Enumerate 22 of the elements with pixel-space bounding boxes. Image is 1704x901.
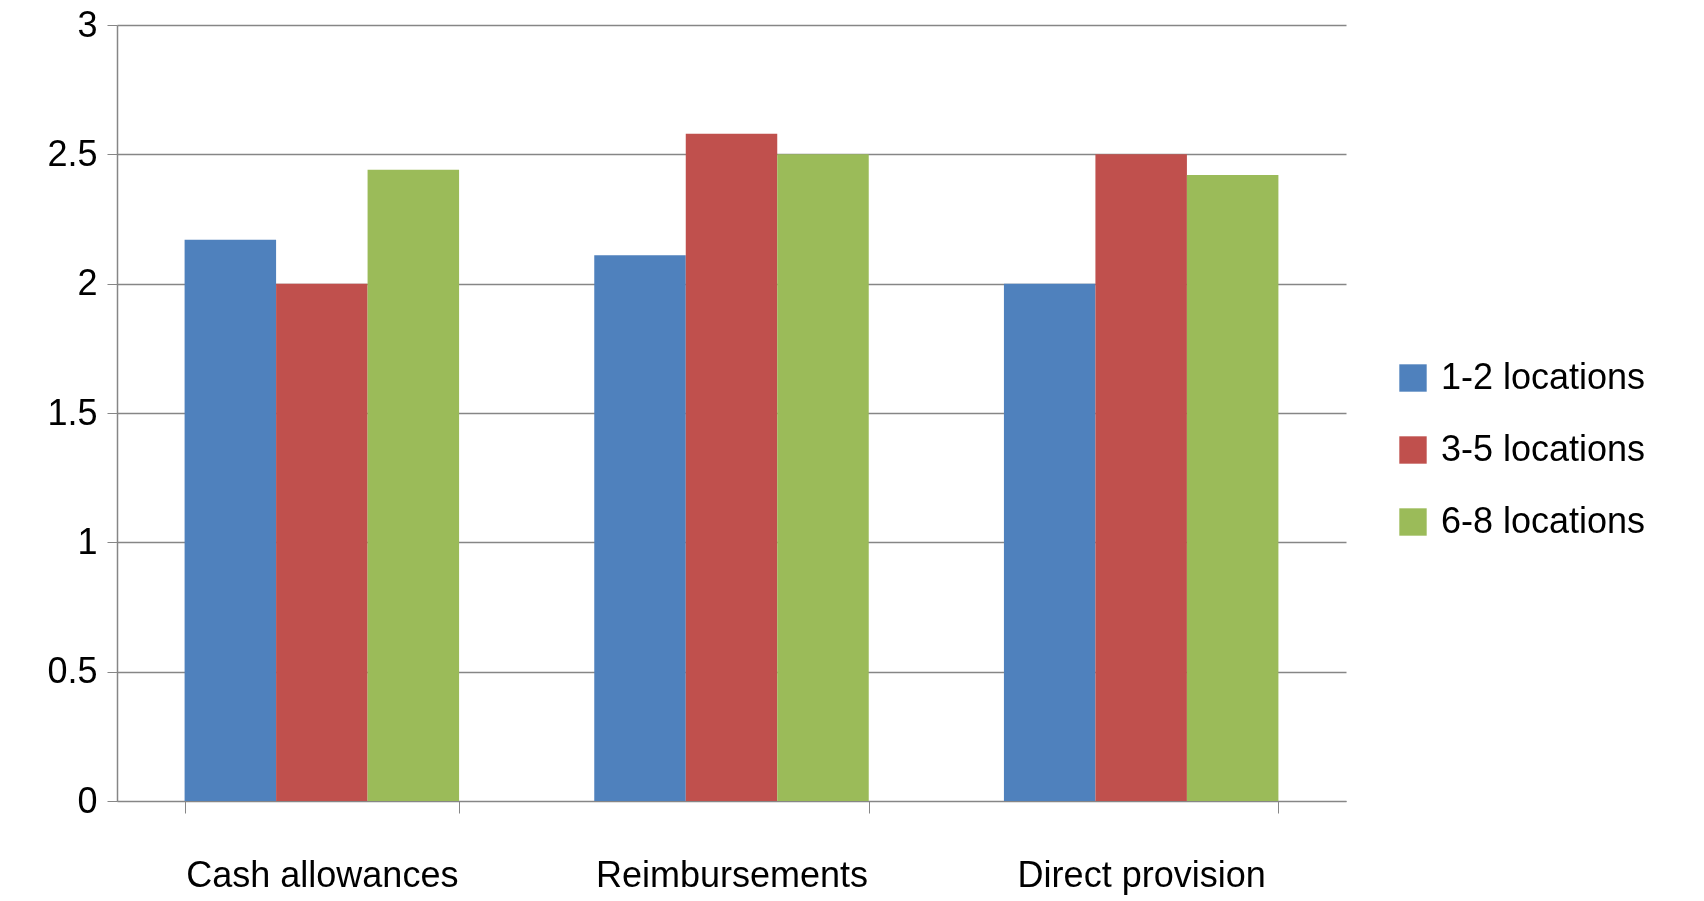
bar xyxy=(1003,283,1096,801)
y-tick-label: 0 xyxy=(77,779,98,821)
x-tick-label: Direct provision xyxy=(1017,853,1266,895)
y-tick-label: 3 xyxy=(77,3,98,45)
x-tick-label: Reimbursements xyxy=(595,853,869,895)
bar xyxy=(685,133,778,801)
legend-label: 1-2 locations xyxy=(1441,356,1646,397)
bar xyxy=(184,239,277,801)
bar xyxy=(777,154,869,801)
bar xyxy=(594,255,686,801)
bar xyxy=(1095,154,1187,801)
y-tick-label: 0.5 xyxy=(47,650,98,692)
y-tick-label: 1 xyxy=(77,520,98,562)
y-tick-label: 2 xyxy=(77,262,98,304)
legend-label: 6-8 locations xyxy=(1441,500,1646,541)
x-tick-label: Cash allowances xyxy=(186,853,459,895)
bar xyxy=(367,169,460,801)
bar xyxy=(276,283,368,801)
bar xyxy=(1186,175,1279,801)
y-tick-label: 1.5 xyxy=(47,391,98,433)
legend-label: 3-5 locations xyxy=(1441,428,1646,469)
y-tick-label: 2.5 xyxy=(47,132,98,174)
